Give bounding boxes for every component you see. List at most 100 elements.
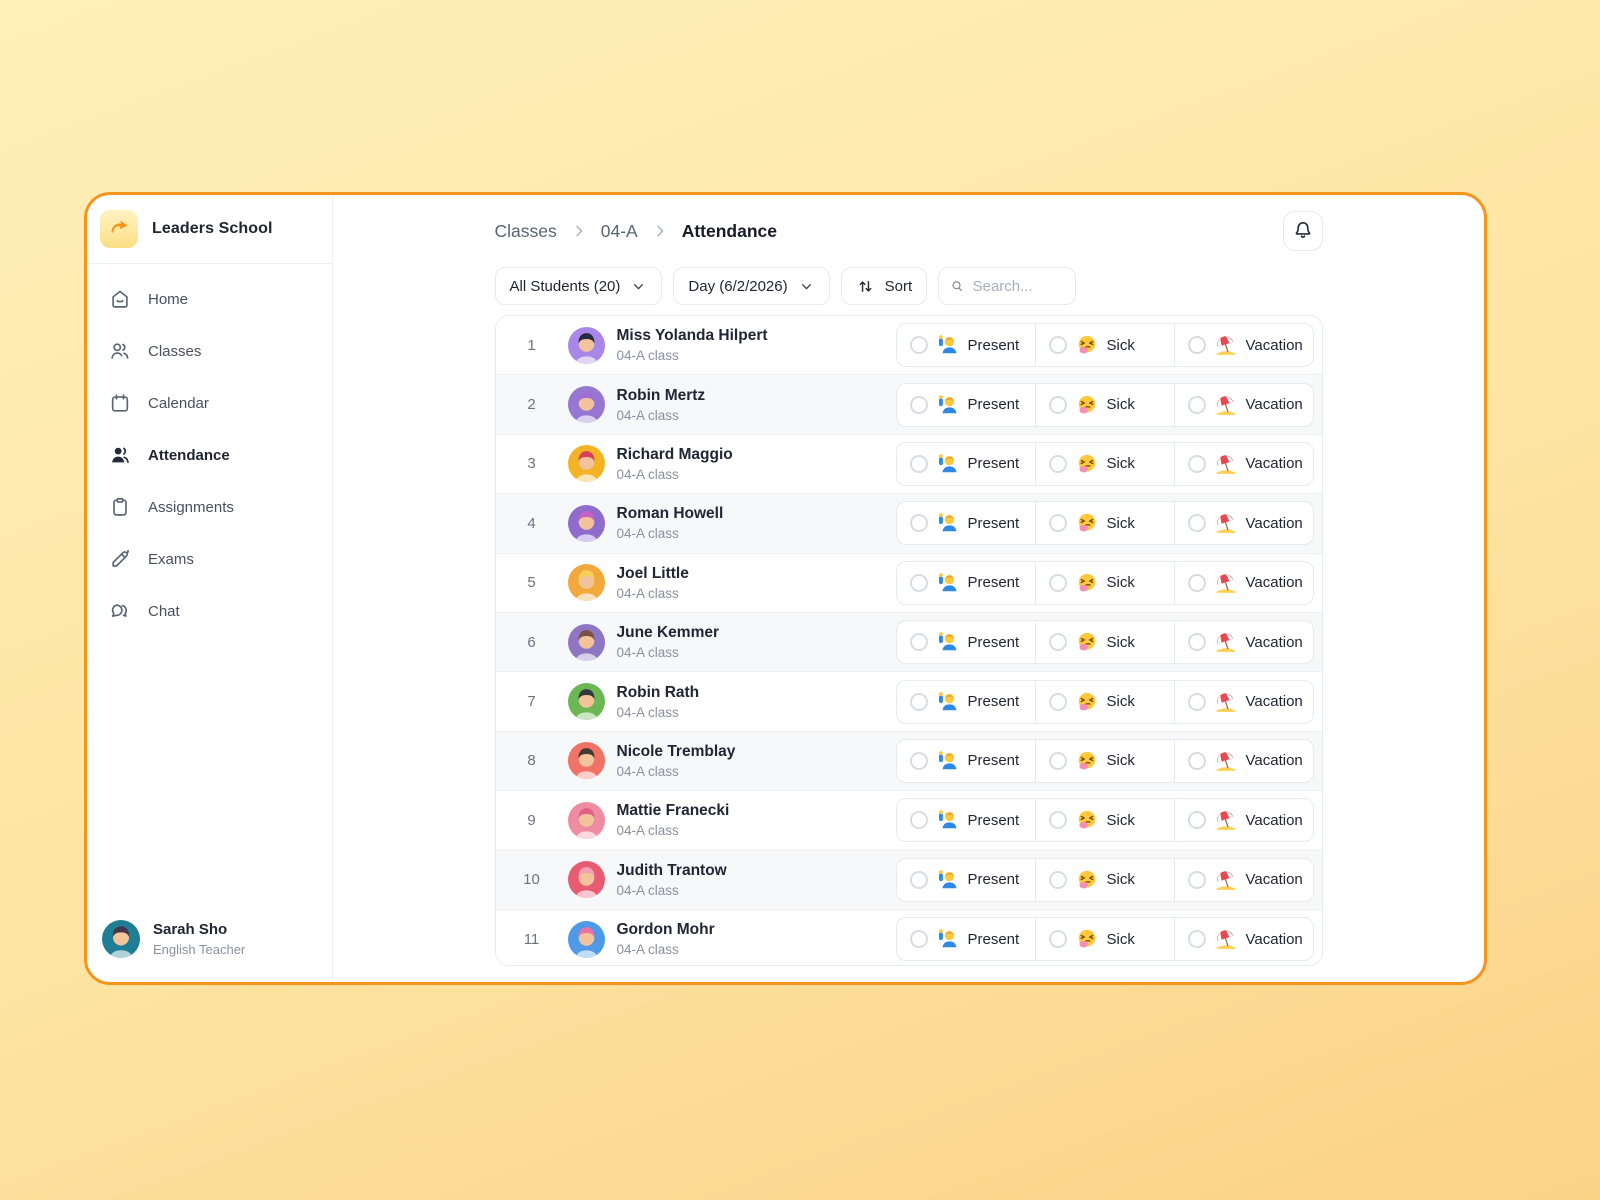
radio-circle[interactable] [1187,751,1206,770]
assignments-icon [109,496,131,518]
sort-arrows-icon [856,277,875,296]
option-present[interactable]: Present [897,621,1035,663]
radio-circle[interactable] [909,633,928,652]
breadcrumb-classes[interactable]: Classes [494,220,557,241]
option-sick[interactable]: Sick [1034,858,1174,901]
sidebar-item-attendance[interactable]: Attendance [99,432,320,478]
student-avatar [567,504,605,542]
radio-circle[interactable] [1187,692,1206,711]
sort-label: Sort [884,277,913,295]
option-present[interactable]: Present [897,918,1035,960]
radio-circle[interactable] [1187,811,1206,830]
user-avatar [102,920,140,958]
beach-umbrella-emoji [1215,572,1237,594]
notifications-button[interactable] [1282,211,1323,251]
radio-circle[interactable] [1187,870,1206,889]
radio-circle[interactable] [909,395,928,414]
radio-circle[interactable] [1048,633,1067,652]
option-sick[interactable]: Sick [1034,383,1174,426]
option-sick[interactable]: Sick [1034,799,1174,842]
option-vacation[interactable]: Vacation [1173,442,1313,485]
sidebar-item-exams[interactable]: Exams [99,536,320,582]
user-profile[interactable]: Sarah Sho English Teacher [87,902,332,982]
option-vacation[interactable]: Vacation [1173,561,1313,604]
option-vacation[interactable]: Vacation [1173,799,1313,842]
option-sick[interactable]: Sick [1034,739,1174,782]
attendance-options: Present Sick Vacation [895,620,1314,665]
sort-button[interactable]: Sort [840,267,928,305]
row-number: 9 [527,811,536,829]
option-vacation[interactable]: Vacation [1173,680,1313,723]
radio-circle[interactable] [1048,573,1067,592]
sidebar-item-assignments[interactable]: Assignments [99,484,320,530]
radio-circle[interactable] [909,751,928,770]
radio-circle[interactable] [909,870,928,889]
option-present[interactable]: Present [897,443,1035,485]
attendance-options: Present Sick Vacation [895,560,1314,605]
sidebar-item-classes[interactable]: Classes [99,328,320,374]
breadcrumb-class-04a[interactable]: 04-A [600,220,638,241]
option-sick[interactable]: Sick [1034,621,1174,664]
radio-circle[interactable] [1187,514,1206,533]
radio-circle[interactable] [1187,395,1206,414]
radio-circle[interactable] [909,811,928,830]
sneezing-face-emoji [1076,809,1098,831]
search-input[interactable] [972,277,1065,295]
radio-circle[interactable] [909,573,928,592]
radio-circle[interactable] [909,514,928,533]
option-vacation[interactable]: Vacation [1173,858,1313,901]
option-vacation[interactable]: Vacation [1173,918,1313,961]
option-present[interactable]: Present [897,384,1035,426]
radio-circle[interactable] [1048,930,1067,949]
option-present[interactable]: Present [897,502,1035,544]
radio-circle[interactable] [1048,751,1067,770]
radio-circle[interactable] [1048,336,1067,355]
radio-circle[interactable] [1187,454,1206,473]
option-vacation[interactable]: Vacation [1173,739,1313,782]
option-present[interactable]: Present [897,740,1035,782]
radio-circle[interactable] [1187,633,1206,652]
option-present[interactable]: Present [897,562,1035,604]
radio-circle[interactable] [1048,811,1067,830]
radio-circle[interactable] [909,454,928,473]
radio-circle[interactable] [1048,870,1067,889]
beach-umbrella-emoji [1215,631,1237,653]
option-sick[interactable]: Sick [1034,918,1174,961]
radio-circle[interactable] [1048,692,1067,711]
radio-circle[interactable] [1187,930,1206,949]
day-filter-dropdown[interactable]: Day (6/2/2026) [673,267,830,305]
radio-circle[interactable] [1048,454,1067,473]
option-sick[interactable]: Sick [1034,680,1174,723]
option-present[interactable]: Present [897,859,1035,901]
attendance-options: Present Sick Vacation [895,798,1314,843]
students-filter-dropdown[interactable]: All Students (20) [494,267,663,305]
sidebar-item-chat[interactable]: Chat [99,588,320,634]
option-sick[interactable]: Sick [1034,324,1174,367]
raising-hand-emoji [937,750,959,772]
option-present[interactable]: Present [897,799,1035,841]
row-number: 8 [527,752,536,770]
option-sick[interactable]: Sick [1034,442,1174,485]
option-present[interactable]: Present [897,681,1035,723]
radio-circle[interactable] [1187,573,1206,592]
radio-circle[interactable] [909,692,928,711]
radio-circle[interactable] [1048,395,1067,414]
row-number: 4 [527,514,536,532]
radio-circle[interactable] [1048,514,1067,533]
student-class: 04-A class [616,585,679,601]
option-vacation[interactable]: Vacation [1173,621,1313,664]
option-vacation[interactable]: Vacation [1173,502,1313,545]
table-row: 3 Richard Maggio 04-A class Present Sick… [495,434,1322,495]
sidebar-item-calendar[interactable]: Calendar [99,380,320,426]
sidebar-item-home[interactable]: Home [99,276,320,322]
option-vacation[interactable]: Vacation [1173,383,1313,426]
radio-circle[interactable] [909,930,928,949]
option-sick[interactable]: Sick [1034,502,1174,545]
radio-circle[interactable] [1187,336,1206,355]
search-box[interactable] [938,267,1077,305]
option-sick[interactable]: Sick [1034,561,1174,604]
option-vacation[interactable]: Vacation [1173,324,1313,367]
radio-circle[interactable] [909,336,928,355]
option-present[interactable]: Present [897,324,1035,366]
attendance-options: Present Sick Vacation [895,382,1314,427]
